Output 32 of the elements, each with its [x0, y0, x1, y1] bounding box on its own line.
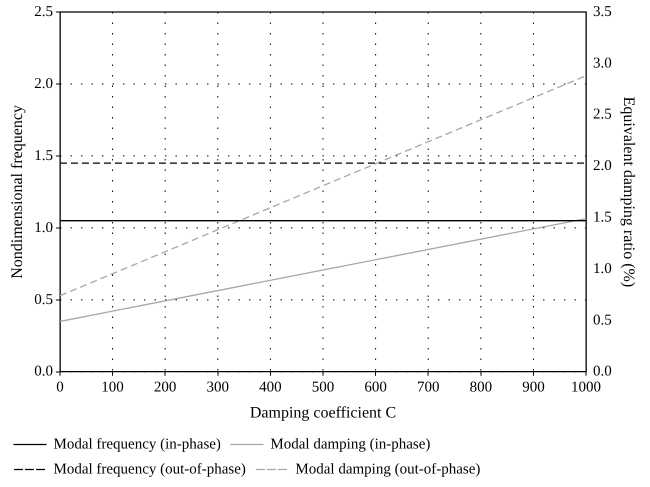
legend-label: Modal damping (out-of-phase): [295, 461, 480, 478]
x-tick-label: 200: [154, 380, 176, 396]
x-tick-label: 100: [101, 380, 124, 396]
y2-tick-label: 3.5: [593, 4, 612, 20]
y2-tick-label: 0.0: [593, 364, 612, 380]
legend-label: Modal frequency (in-phase): [54, 436, 221, 452]
x-axis-title: Damping coefficient C: [250, 404, 396, 422]
y-axis-title: Nondimensional frequency: [8, 105, 26, 279]
y2-tick-label: 2.5: [593, 106, 612, 123]
x-tick-label: 400: [259, 380, 282, 396]
y-tick-label: 2.5: [34, 4, 53, 20]
y2-tick-label: 0.5: [593, 312, 612, 328]
y2-tick-label: 3.0: [593, 55, 612, 72]
x-tick-label: 1000: [571, 380, 602, 396]
legend-label: Modal damping (in-phase): [270, 436, 430, 452]
y-tick-label: 0.0: [34, 364, 53, 380]
x-tick-label: 300: [206, 380, 230, 396]
x-tick-label: 900: [522, 380, 545, 396]
y-tick-label: 2.0: [34, 76, 53, 92]
y2-axis-title: Equivalent damping ratio (%): [620, 96, 638, 288]
x-tick-label: 700: [416, 380, 440, 396]
y2-tick-label: 1.0: [593, 260, 612, 277]
x-tick-label: 0: [56, 380, 64, 396]
y-tick-label: 0.5: [34, 292, 53, 308]
x-tick-label: 800: [470, 380, 492, 396]
x-tick-label: 500: [312, 380, 334, 396]
x-tick-label: 600: [364, 380, 387, 396]
legend-label: Modal frequency (out-of-phase): [54, 461, 246, 478]
y2-tick-label: 2.0: [593, 158, 612, 174]
y-tick-label: 1.0: [34, 220, 53, 236]
y-tick-label: 1.5: [34, 148, 53, 164]
y2-tick-label: 1.5: [593, 210, 612, 226]
